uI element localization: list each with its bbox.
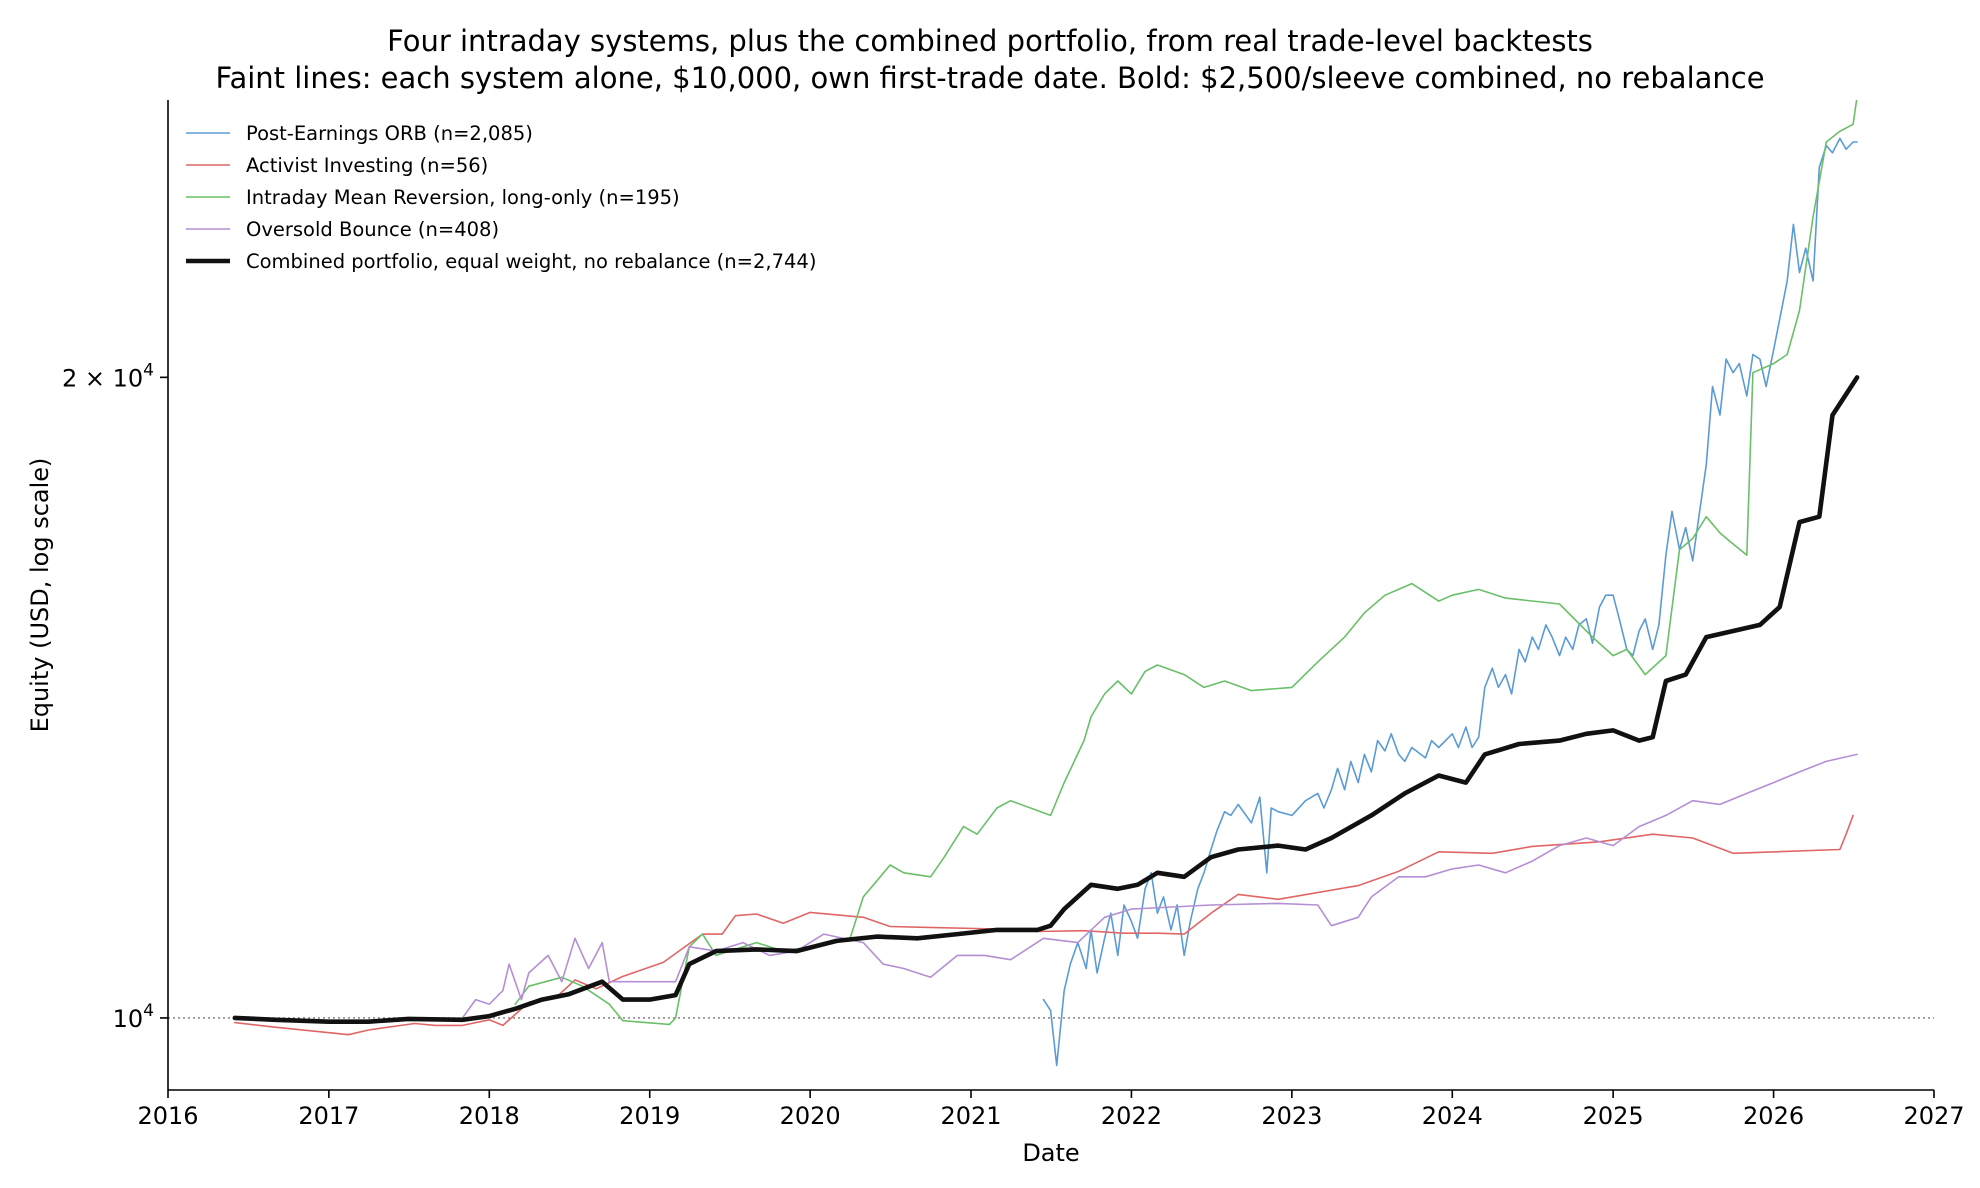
x-tick-label: 2025 [1583,1102,1644,1130]
x-tick-label: 2019 [619,1102,680,1130]
series-line-0 [1042,137,1858,1067]
x-tick-label: 2023 [1261,1102,1322,1130]
legend-label-2: Intraday Mean Reversion, long-only (n=19… [246,186,680,209]
legend-label-0: Post-Earnings ORB (n=2,085) [246,122,533,145]
x-tick-label: 2024 [1422,1102,1483,1130]
y-tick-exponent: 4 [143,360,154,380]
y-tick-base: 10 [113,364,144,392]
x-tick-label: 2021 [940,1102,1001,1130]
chart-title-line-2: Faint lines: each system alone, $10,000,… [215,61,1764,95]
x-tick-label: 2020 [780,1102,841,1130]
x-tick-label: 2018 [459,1102,520,1130]
legend-label-3: Oversold Bounce (n=408) [246,218,499,241]
series-line-1 [234,814,1854,1036]
legend: Post-Earnings ORB (n=2,085) Activist Inve… [186,122,816,273]
y-axis-label: Equity (USD, log scale) [26,458,54,733]
series-line-2 [514,100,1858,1026]
series-line-3 [461,753,1858,1019]
y-tick-exponent: 4 [143,1001,154,1021]
legend-label-1: Activist Investing (n=56) [246,154,488,177]
x-axis-ticks: 2016 2017 2018 2019 2020 2021 2022 2023 2024 2025… [137,1090,1965,1130]
chart-title-line-1: Four intraday systems, plus the combined… [387,24,1593,58]
y-tick-label: 2 × 104 [62,360,154,392]
y-tick-label: 104 [113,1001,154,1033]
y-tick-prefix: 2 × [62,364,113,392]
x-tick-label: 2017 [298,1102,359,1130]
y-tick-base: 10 [113,1005,144,1033]
x-tick-label: 2016 [137,1102,198,1130]
x-tick-label: 2027 [1903,1102,1964,1130]
x-tick-label: 2026 [1743,1102,1804,1130]
x-axis-label: Date [1022,1139,1079,1167]
legend-label-4: Combined portfolio, equal weight, no reb… [246,250,816,273]
series-line-4 [232,375,1860,1024]
series-layer [232,100,1860,1067]
x-tick-label: 2022 [1101,1102,1162,1130]
